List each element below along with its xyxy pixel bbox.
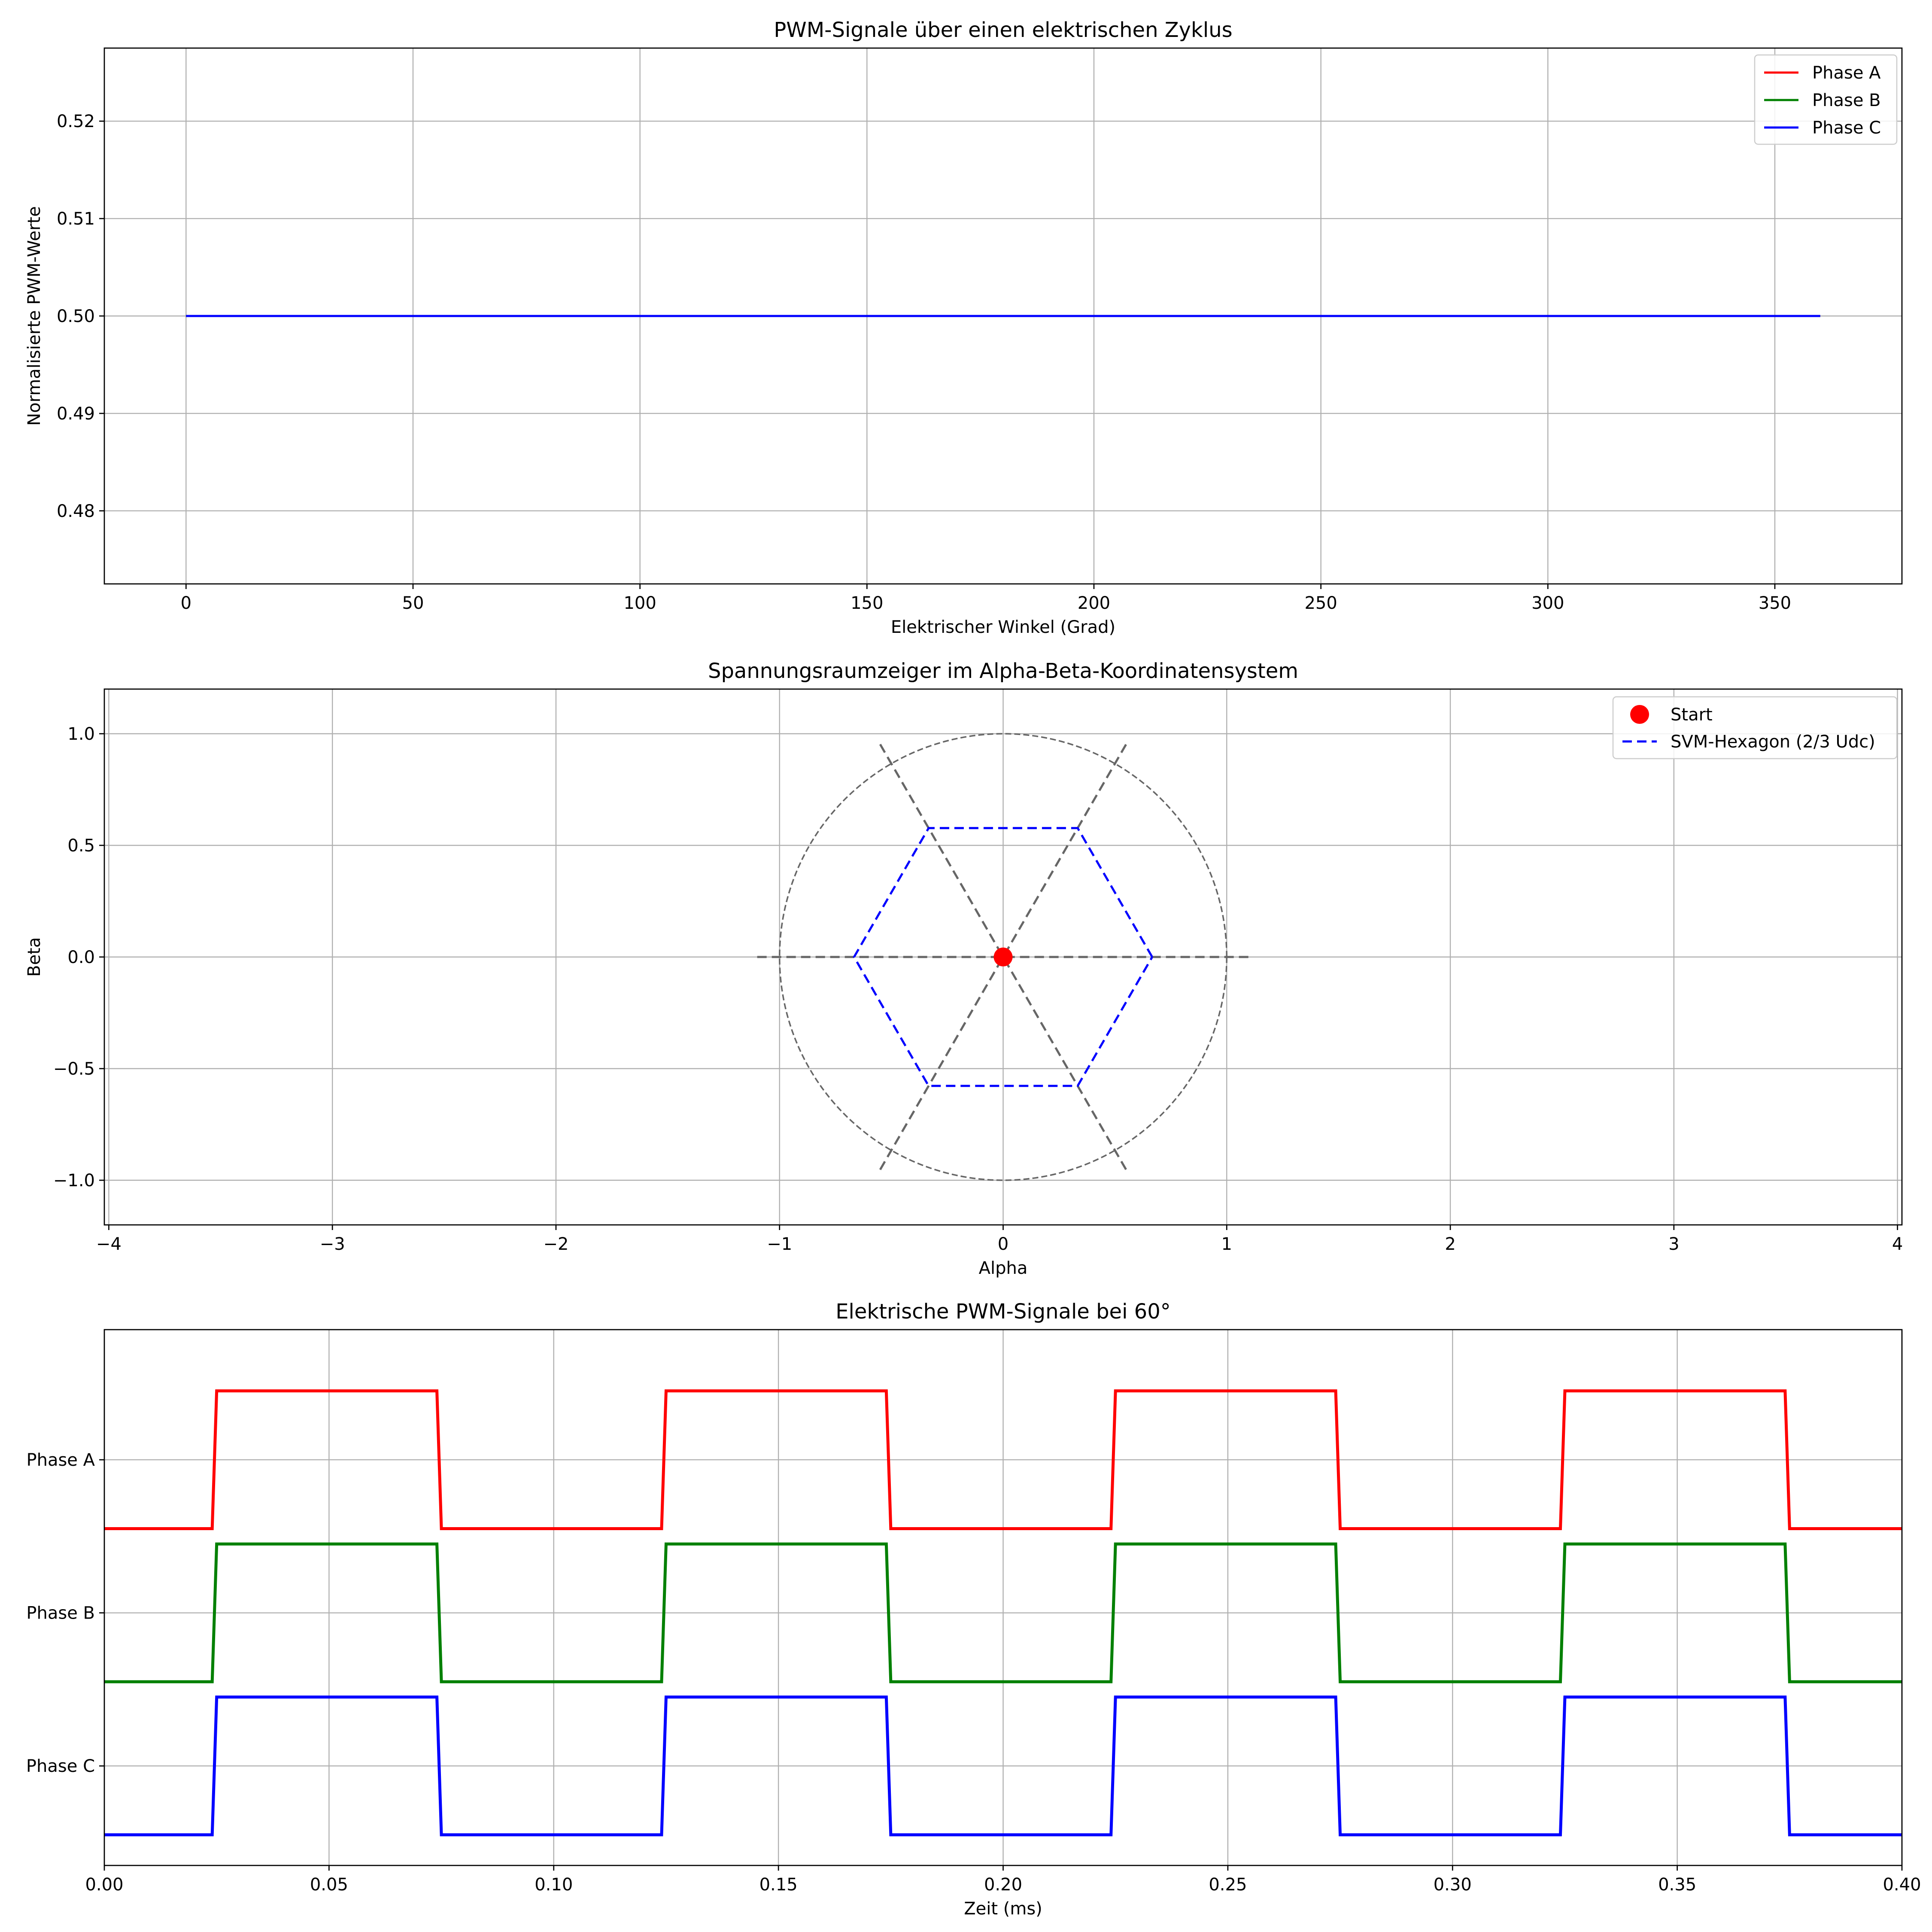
chart-title: Elektrische PWM-Signale bei 60° — [835, 1300, 1171, 1324]
legend: Start SVM-Hexagon (2/3 Udc) — [1613, 697, 1897, 759]
x-axis-label: Elektrischer Winkel (Grad) — [891, 617, 1115, 637]
x-tick-label: 1 — [1221, 1234, 1232, 1254]
x-tick-label: −2 — [543, 1234, 568, 1254]
y-tick-label: 0.5 — [67, 836, 95, 856]
x-tick-label: 0 — [998, 1234, 1009, 1254]
x-tick-label: 250 — [1304, 593, 1337, 613]
legend-start-marker — [1630, 705, 1649, 724]
x-tick-label: 2 — [1445, 1234, 1455, 1254]
x-tick-label: 0.20 — [984, 1875, 1022, 1895]
chart-title: Spannungsraumzeiger im Alpha-Beta-Koordi… — [708, 659, 1298, 683]
x-axis-label: Zeit (ms) — [964, 1899, 1042, 1919]
legend-label: Start — [1671, 705, 1713, 725]
x-tick-label: 0.30 — [1434, 1875, 1472, 1895]
y-tick-label: Phase A — [26, 1450, 95, 1470]
x-axis-label: Alpha — [979, 1258, 1028, 1278]
x-tick-label: 0.00 — [85, 1875, 123, 1895]
legend-label: SVM-Hexagon (2/3 Udc) — [1671, 732, 1875, 752]
y-tick-label: 0.49 — [57, 404, 95, 424]
y-tick-label: 0.51 — [57, 209, 95, 229]
y-tick-label: Phase C — [26, 1756, 95, 1776]
x-tick-label: 0.05 — [310, 1875, 348, 1895]
x-tick-label: −1 — [767, 1234, 792, 1254]
x-tick-label: 0.40 — [1883, 1875, 1921, 1895]
x-tick-label: 0.10 — [535, 1875, 573, 1895]
x-tick-label: 0.25 — [1209, 1875, 1247, 1895]
y-tick-label: 0.52 — [57, 112, 95, 131]
x-tick-label: 300 — [1531, 593, 1564, 613]
y-tick-label: 0.50 — [57, 307, 95, 326]
legend: Phase A Phase B Phase C — [1755, 55, 1897, 144]
x-tick-label: 0.35 — [1658, 1875, 1696, 1895]
chart-title: PWM-Signale über einen elektrischen Zykl… — [774, 18, 1232, 42]
y-axis-label: Beta — [24, 937, 44, 977]
start-point — [994, 948, 1013, 966]
y-tick-label: 1.0 — [67, 724, 95, 744]
x-tick-label: 100 — [623, 593, 656, 613]
y-tick-label: 0.0 — [67, 948, 95, 967]
x-tick-label: −3 — [320, 1234, 345, 1254]
x-tick-label: 200 — [1078, 593, 1110, 613]
x-tick-label: −4 — [96, 1234, 122, 1254]
legend-label: Phase C — [1812, 118, 1881, 138]
y-tick-label: 0.48 — [57, 501, 95, 521]
y-tick-label: −1.0 — [53, 1171, 95, 1191]
x-tick-label: 350 — [1759, 593, 1791, 613]
x-tick-label: 50 — [402, 593, 424, 613]
y-tick-label: Phase B — [26, 1604, 95, 1623]
x-tick-label: 0.15 — [759, 1875, 798, 1895]
x-tick-label: 4 — [1892, 1234, 1903, 1254]
legend-label: Phase B — [1812, 91, 1881, 110]
legend-label: Phase A — [1812, 63, 1881, 83]
x-tick-label: 150 — [851, 593, 883, 613]
x-tick-label: 0 — [181, 593, 191, 613]
y-tick-label: −0.5 — [53, 1059, 95, 1079]
x-tick-label: 3 — [1668, 1234, 1679, 1254]
y-axis-label: Normalisierte PWM-Werte — [24, 206, 44, 425]
